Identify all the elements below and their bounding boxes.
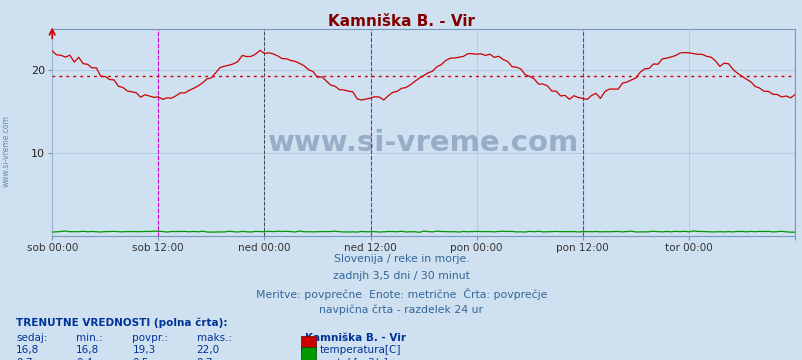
Text: www.si-vreme.com: www.si-vreme.com: [268, 129, 578, 157]
Text: 16,8: 16,8: [16, 345, 39, 355]
Text: 0,7: 0,7: [16, 358, 33, 360]
Text: 22,0: 22,0: [196, 345, 220, 355]
Text: zadnjh 3,5 dni / 30 minut: zadnjh 3,5 dni / 30 minut: [333, 271, 469, 281]
Text: 0,7: 0,7: [196, 358, 213, 360]
Text: min.:: min.:: [76, 333, 103, 343]
Text: TRENUTNE VREDNOSTI (polna črta):: TRENUTNE VREDNOSTI (polna črta):: [16, 318, 227, 328]
Text: 16,8: 16,8: [76, 345, 99, 355]
Text: 0,4: 0,4: [76, 358, 93, 360]
Text: Meritve: povprečne  Enote: metrične  Črta: povprečje: Meritve: povprečne Enote: metrične Črta:…: [256, 288, 546, 300]
Text: temperatura[C]: temperatura[C]: [319, 345, 400, 355]
Text: 0,5: 0,5: [132, 358, 149, 360]
Text: Kamniška B. - Vir: Kamniška B. - Vir: [327, 14, 475, 30]
Text: navpična črta - razdelek 24 ur: navpična črta - razdelek 24 ur: [319, 305, 483, 315]
Text: Slovenija / reke in morje.: Slovenija / reke in morje.: [334, 254, 468, 264]
Text: pretok[m3/s]: pretok[m3/s]: [319, 358, 387, 360]
Text: 19,3: 19,3: [132, 345, 156, 355]
Text: www.si-vreme.com: www.si-vreme.com: [2, 115, 11, 187]
Text: povpr.:: povpr.:: [132, 333, 168, 343]
Text: sedaj:: sedaj:: [16, 333, 47, 343]
Text: maks.:: maks.:: [196, 333, 232, 343]
Text: Kamniška B. - Vir: Kamniška B. - Vir: [305, 333, 406, 343]
